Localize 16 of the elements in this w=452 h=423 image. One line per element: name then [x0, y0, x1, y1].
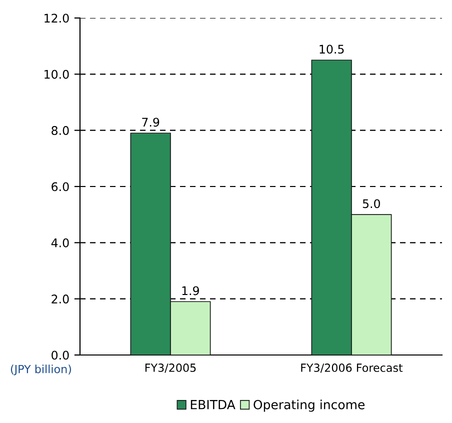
text: (JPY billion)	[10, 364, 71, 376]
x-tick-label: FY3/2006 Forecast	[301, 364, 403, 373]
y-tick-label: 10.0	[44, 70, 69, 79]
y-tick-label: 6.0	[52, 182, 69, 192]
x-tick-label: FY3/2005	[145, 364, 196, 373]
data-label: 7.9	[142, 118, 160, 127]
data-label: 5.0	[362, 199, 380, 208]
data-label: 10.5	[320, 44, 344, 54]
legend-label: Operating income	[254, 400, 365, 412]
y-tick-label: 4.0	[51, 238, 69, 248]
y-tick-label: 2.0	[52, 294, 69, 304]
y-tick-label: 8.0	[52, 126, 69, 135]
legend-label: EBITDA	[190, 400, 236, 410]
y-tick-label: 0.0	[52, 350, 69, 360]
data-label: 1.9	[182, 286, 199, 296]
y-tick-label: 12.0	[44, 14, 69, 23]
